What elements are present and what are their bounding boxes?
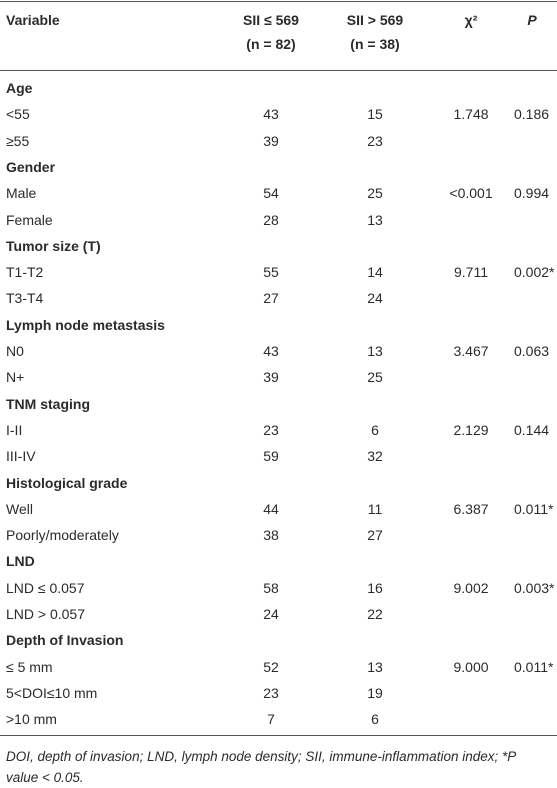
cell-low: 52 [263,658,279,675]
cell-high: 24 [367,290,383,307]
group-title: Depth of Invasion [6,632,124,649]
cell-low: 55 [263,264,279,281]
cell-high: 11 [367,500,383,517]
header-p: P [527,12,537,28]
row-label: LND ≤ 0.057 [6,579,85,596]
cell-low: 38 [263,527,279,544]
row-label: ≥55 [6,132,30,149]
row-label: >10 mm [6,711,57,728]
cell-low: 43 [263,106,279,123]
cell-high: 15 [367,106,383,123]
row-label: Well [6,500,33,517]
cell-high: 27 [367,527,383,544]
cell-chi: 6.387 [453,500,489,517]
cell-chi: 9.000 [453,658,489,675]
cell-low: 43 [263,343,279,359]
cell-high: 19 [367,684,383,701]
row-label: LND > 0.057 [6,606,85,622]
cell-low: 23 [263,684,279,701]
header-low-n: (n = 82) [246,36,296,52]
cell-p: 0.011* [514,658,554,675]
header-high: SII > 569 [346,12,404,28]
cell-low: 59 [263,448,279,465]
cell-chi: 1.748 [453,106,489,123]
row-label: 5<DOI≤10 mm [6,684,98,701]
cell-low: 28 [263,211,279,228]
group-title: Age [6,80,33,96]
row-label: T1-T2 [6,264,44,281]
row-label: ≤ 5 mm [6,658,53,675]
row-label: N0 [6,343,24,359]
cell-low: 7 [267,711,275,728]
cell-p: 0.002* [514,264,555,281]
cell-high: 23 [367,132,383,149]
bottom-rule [0,735,557,736]
cell-low: 44 [263,500,279,517]
row-label: T3-T4 [6,290,44,307]
cell-low: 54 [263,185,279,202]
cell-high: 6 [371,421,379,438]
header-chi: χ² [464,12,478,28]
cell-low: 27 [263,290,279,307]
cell-low: 58 [263,579,279,596]
cell-p: 0.063 [514,343,550,359]
header-low: SII ≤ 569 [243,12,299,28]
cell-p: 0.144 [514,421,550,438]
header-variable: Variable [6,12,60,28]
cell-chi: 9.711 [454,264,488,281]
row-label: <55 [6,106,30,123]
cell-chi: 9.002 [453,579,489,596]
cell-high: 13 [367,211,383,228]
group-title: Lymph node metastasis [6,316,165,333]
cell-chi: <0.001 [449,185,493,202]
cell-high: 32 [367,448,383,465]
row-label: N+ [6,369,25,386]
row-label: III-IV [6,448,36,465]
cell-high: 13 [367,658,383,675]
top-rule [0,1,557,2]
cell-high: 16 [367,579,383,596]
cell-p: 0.186 [514,106,550,123]
footnote: DOI, depth of invasion; LND, lymph node … [6,749,516,785]
group-title: Histological grade [6,474,128,491]
cell-chi: 3.467 [453,343,489,359]
cell-high: 25 [367,369,383,386]
cell-high: 6 [371,711,379,728]
row-label: Male [6,185,37,202]
cell-low: 23 [263,421,279,438]
cell-high: 14 [367,264,383,281]
cell-low: 39 [263,369,279,386]
row-label: I-II [6,421,23,438]
cell-low: 39 [263,132,279,149]
cell-p: 0.994 [514,185,550,202]
cell-high: 22 [367,606,383,622]
group-title: Gender [6,158,56,175]
cell-chi: 2.129 [453,421,489,438]
header-high-n: (n = 38) [350,36,400,52]
row-label: Poorly/moderately [6,527,119,544]
group-title: LND [6,553,35,570]
cell-p: 0.011* [514,500,554,517]
cell-low: 24 [263,606,279,622]
cell-high: 25 [367,185,383,202]
row-label: Female [6,211,53,228]
cell-p: 0.003* [514,579,555,596]
cell-high: 13 [367,343,383,359]
header-rule [0,70,557,71]
group-title: Tumor size (T) [6,237,101,254]
group-title: TNM staging [6,395,90,412]
